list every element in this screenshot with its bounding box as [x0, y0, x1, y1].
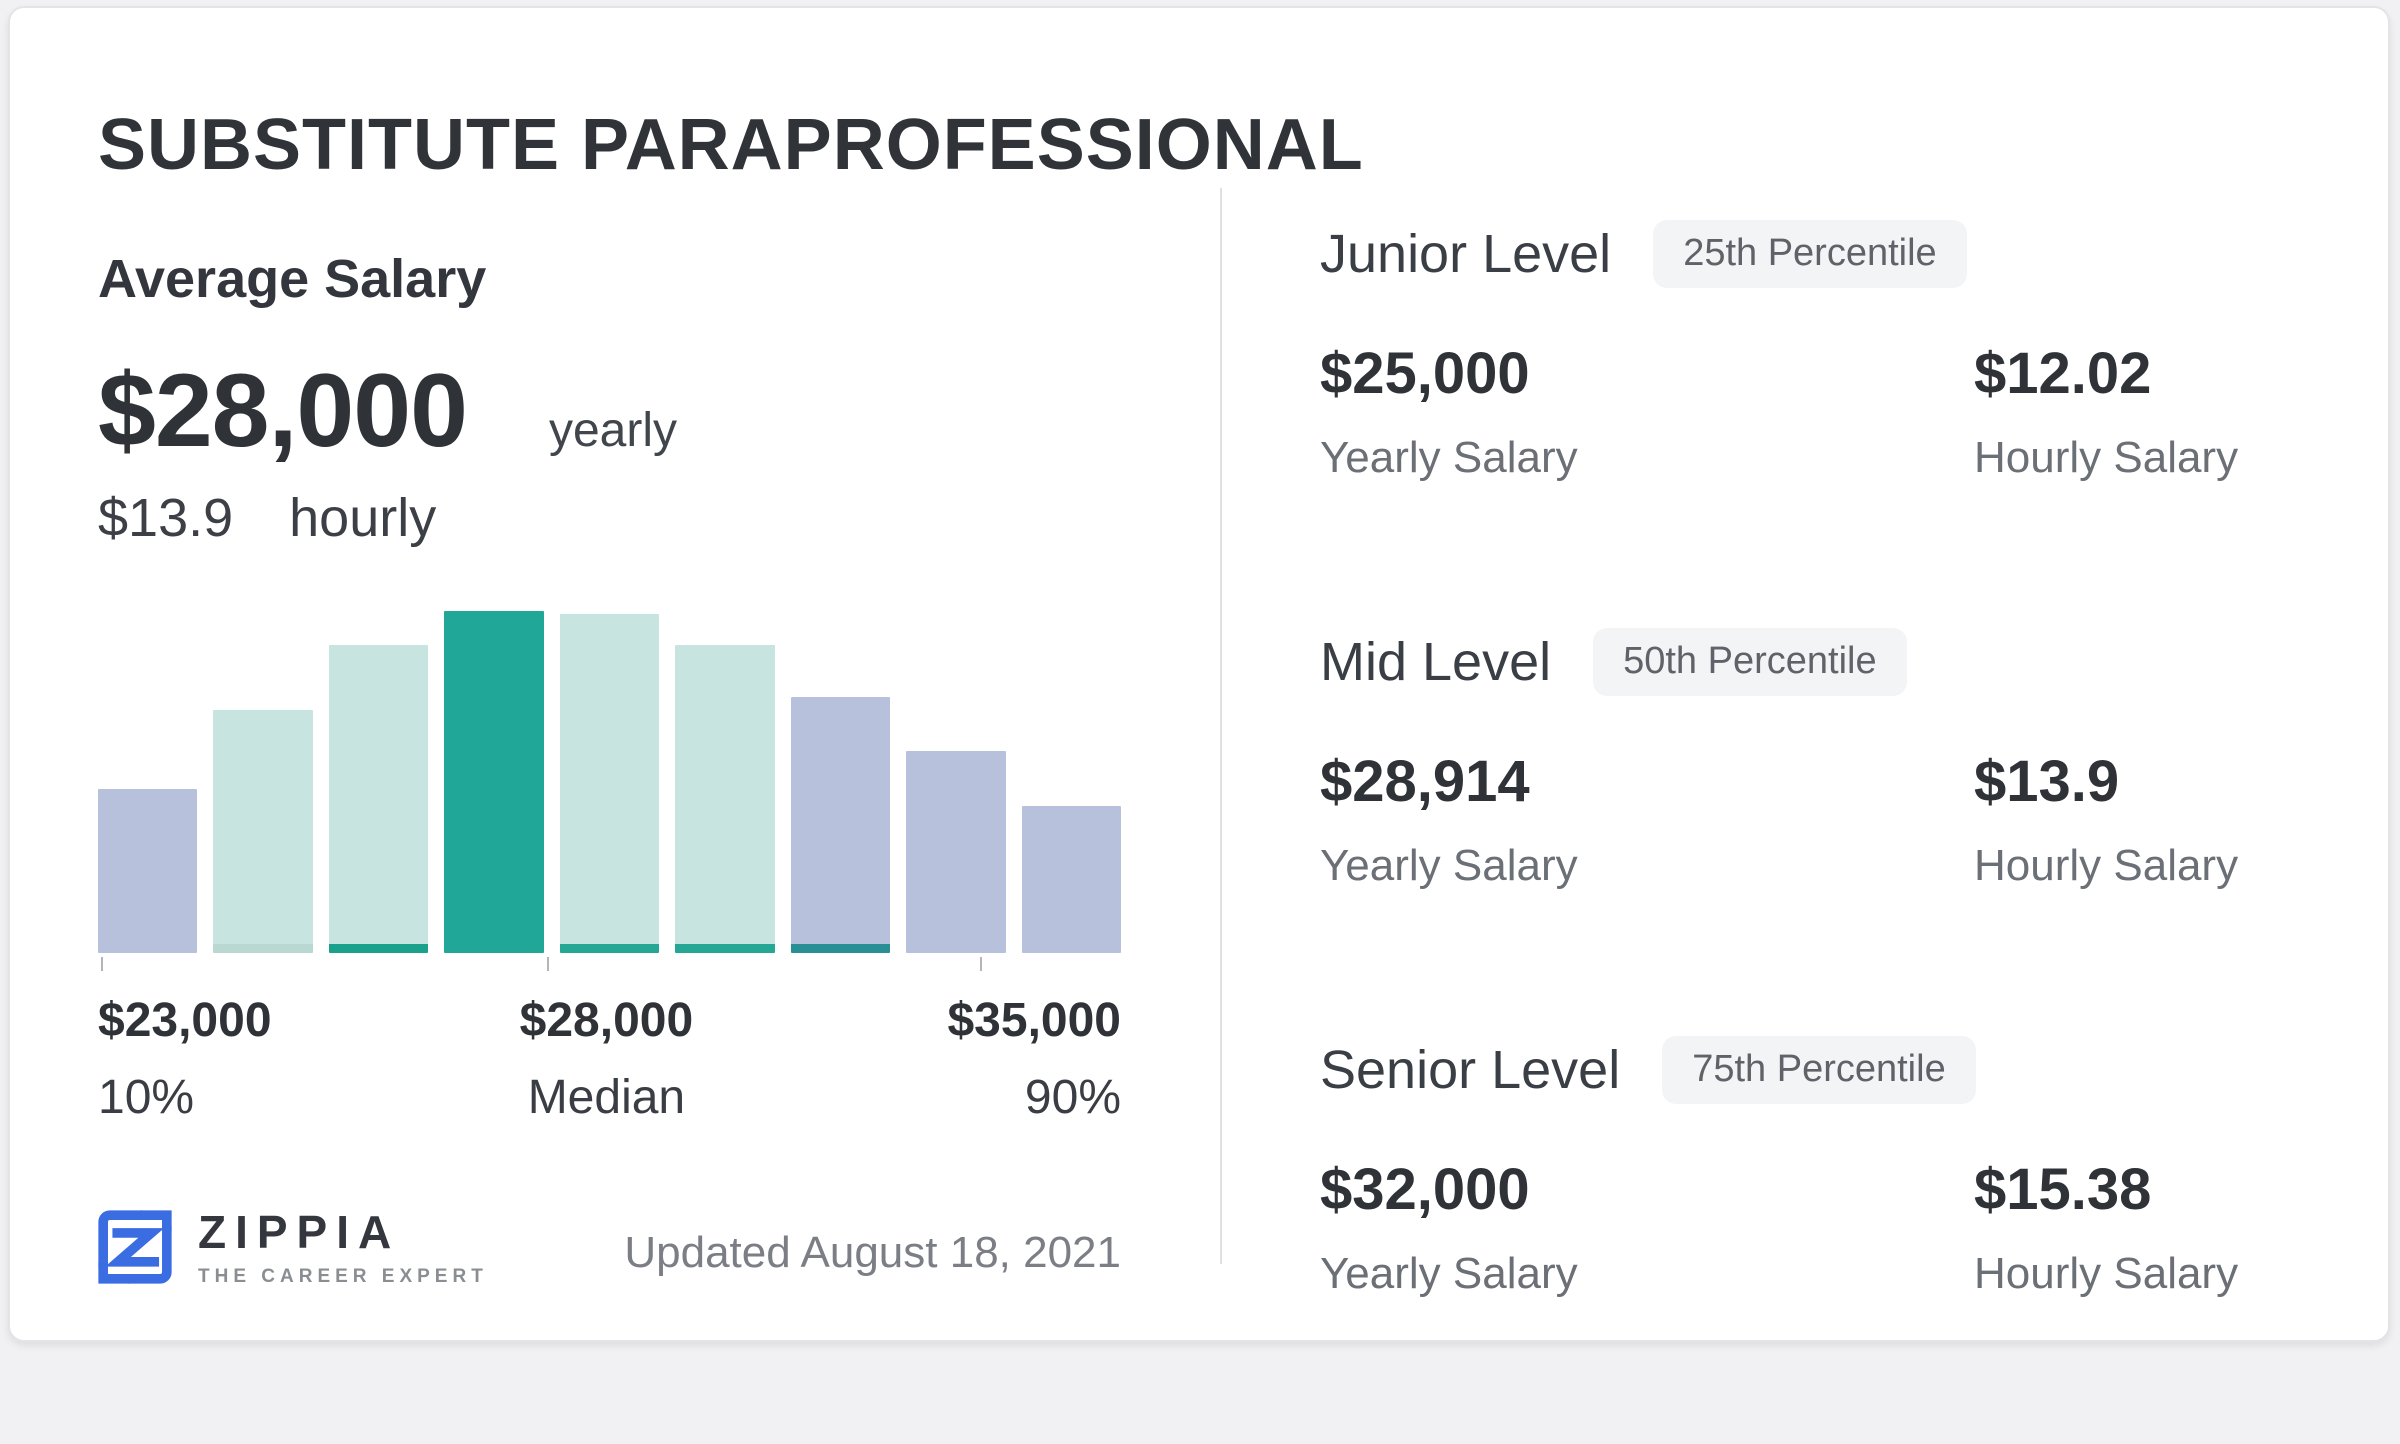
junior-level-section: Junior Level 25th Percentile $25,000 Yea…	[1320, 220, 2250, 483]
axis-value-90th: $35,000	[947, 994, 1121, 1047]
mid-percentile-badge: 50th Percentile	[1593, 628, 1907, 696]
left-footer: ZIPPIA THE CAREER EXPERT Updated August …	[98, 1205, 1121, 1288]
mid-level-values: $28,914 Yearly Salary $13.9 Hourly Salar…	[1320, 748, 2250, 891]
axis-value-median: $28,000	[519, 994, 694, 1047]
senior-hourly-label: Hourly Salary	[1974, 1249, 2239, 1298]
logo-name: ZIPPIA	[198, 1206, 401, 1258]
junior-yearly-amount: $25,000	[1320, 341, 1530, 406]
histogram-bar	[328, 645, 429, 953]
salary-histogram-bars	[98, 611, 1121, 953]
axis-tick	[979, 957, 982, 971]
updated-date: Updated August 18, 2021	[624, 1228, 1121, 1277]
senior-level-header: Senior Level 75th Percentile	[1320, 1036, 2250, 1104]
axis-caption-90th: 90%	[1024, 1071, 1121, 1124]
junior-level-title: Junior Level	[1320, 224, 1612, 284]
junior-level-values: $25,000 Yearly Salary $12.02 Hourly Sala…	[1320, 340, 2250, 483]
mid-level-header: Mid Level 50th Percentile	[1320, 628, 2250, 696]
axis-tick	[101, 957, 104, 971]
mid-level-section: Mid Level 50th Percentile $28,914 Yearly…	[1320, 628, 2250, 891]
axis-tick	[547, 957, 550, 971]
logo-tagline: THE CAREER EXPERT	[198, 1266, 488, 1287]
senior-percentile-badge: 75th Percentile	[1662, 1036, 1976, 1104]
average-yearly-amount: $28,000	[98, 353, 468, 469]
hourly-unit-label: hourly	[289, 488, 437, 548]
yearly-unit-label: yearly	[548, 404, 677, 457]
senior-hourly-amount: $15.38	[1974, 1157, 2152, 1222]
axis-caption-10th: 10%	[98, 1071, 195, 1124]
axis-caption-median: Median	[527, 1071, 686, 1124]
histogram-bar	[790, 696, 891, 953]
axis-label-median: $28,000 Median	[520, 993, 694, 1125]
axis-label-90th: $35,000 90%	[947, 993, 1121, 1125]
axis-ticks	[98, 957, 1121, 971]
average-hourly-amount: $13.9	[98, 488, 234, 548]
senior-yearly-amount: $32,000	[1320, 1157, 1530, 1222]
mid-yearly-col: $28,914 Yearly Salary	[1320, 748, 1974, 891]
axis-value-10th: $23,000	[98, 994, 272, 1047]
axis-labels: $23,000 10% $28,000 Median $35,000 90%	[98, 993, 1121, 1124]
average-salary-section: Average Salary $28,000 yearly $13.9 hour…	[98, 248, 1121, 1288]
junior-yearly-label: Yearly Salary	[1320, 433, 1578, 482]
mid-hourly-label: Hourly Salary	[1974, 841, 2239, 890]
page-title: SUBSTITUTE PARAPROFESSIONAL	[98, 105, 1364, 185]
logo-text: ZIPPIA THE CAREER EXPERT	[198, 1205, 488, 1288]
junior-percentile-badge: 25th Percentile	[1653, 220, 1967, 288]
junior-level-header: Junior Level 25th Percentile	[1320, 220, 2250, 288]
average-salary-label: Average Salary	[98, 249, 487, 309]
vertical-divider	[1220, 188, 1222, 1264]
mid-hourly-col: $13.9 Hourly Salary	[1974, 748, 2250, 891]
zippia-logo: ZIPPIA THE CAREER EXPERT	[98, 1205, 488, 1288]
mid-hourly-amount: $13.9	[1974, 749, 2120, 814]
mid-yearly-label: Yearly Salary	[1320, 841, 1578, 890]
histogram-bar	[675, 645, 775, 953]
senior-hourly-col: $15.38 Hourly Salary	[1974, 1156, 2250, 1299]
zippia-z-icon	[98, 1209, 172, 1284]
histogram-bar	[98, 788, 198, 953]
histogram-bar	[1021, 805, 1121, 953]
percentile-levels-section: Junior Level 25th Percentile $25,000 Yea…	[1320, 220, 2250, 1444]
mid-yearly-amount: $28,914	[1320, 749, 1530, 814]
junior-yearly-col: $25,000 Yearly Salary	[1320, 340, 1974, 483]
senior-level-values: $32,000 Yearly Salary $15.38 Hourly Sala…	[1320, 1156, 2250, 1299]
yearly-salary-row: $28,000 yearly	[98, 352, 1121, 471]
senior-level-title: Senior Level	[1320, 1040, 1621, 1100]
senior-yearly-label: Yearly Salary	[1320, 1249, 1578, 1298]
histogram-bar	[559, 614, 660, 953]
junior-hourly-label: Hourly Salary	[1974, 433, 2239, 482]
hourly-salary-row: $13.9 hourly	[98, 487, 1121, 549]
senior-yearly-col: $32,000 Yearly Salary	[1320, 1156, 1974, 1299]
salary-card: SUBSTITUTE PARAPROFESSIONAL Average Sala…	[8, 6, 2390, 1342]
junior-hourly-col: $12.02 Hourly Salary	[1974, 340, 2250, 483]
histogram-bar-median	[444, 611, 544, 953]
salary-distribution-chart: $23,000 10% $28,000 Median $35,000 90%	[98, 611, 1121, 1124]
senior-level-section: Senior Level 75th Percentile $32,000 Yea…	[1320, 1036, 2250, 1299]
histogram-bar	[213, 710, 313, 953]
mid-level-title: Mid Level	[1320, 632, 1552, 692]
axis-label-10th: $23,000 10%	[98, 993, 272, 1125]
junior-hourly-amount: $12.02	[1974, 341, 2152, 406]
histogram-bar	[906, 751, 1006, 953]
